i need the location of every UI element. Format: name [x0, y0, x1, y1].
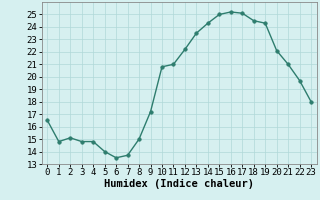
X-axis label: Humidex (Indice chaleur): Humidex (Indice chaleur) [104, 179, 254, 189]
